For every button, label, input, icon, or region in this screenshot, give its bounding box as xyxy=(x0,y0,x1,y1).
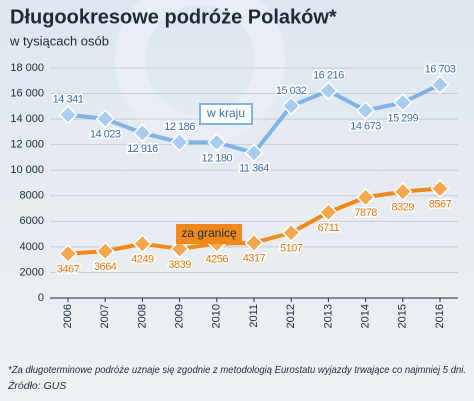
data-label: 15 032 xyxy=(276,85,307,97)
data-label: 3839 xyxy=(168,259,191,271)
point-marker xyxy=(244,233,264,253)
y-tick-label: 2000 xyxy=(20,266,44,278)
y-tick-label: 18 000 xyxy=(10,62,44,74)
x-tick-label: 2011 xyxy=(248,304,260,328)
source: Źródło: GUS xyxy=(7,379,66,392)
data-label: 14 023 xyxy=(90,129,121,141)
data-label: 4256 xyxy=(206,254,229,266)
data-label: 12 180 xyxy=(201,152,232,164)
y-tick-label: 12 000 xyxy=(10,139,44,151)
point-marker xyxy=(95,241,115,261)
point-marker xyxy=(318,202,338,222)
data-label: 14 341 xyxy=(53,94,84,106)
data-label: 12 186 xyxy=(164,121,195,133)
data-label: 12 916 xyxy=(127,143,158,155)
point-marker xyxy=(170,132,190,152)
point-marker xyxy=(318,81,338,101)
data-label: 4249 xyxy=(131,254,154,266)
y-tick-label: 0 xyxy=(38,292,44,304)
y-tick-label: 6000 xyxy=(20,215,44,227)
x-tick-label: 2016 xyxy=(434,304,446,328)
y-tick-label: 16 000 xyxy=(10,87,44,99)
data-label: 8567 xyxy=(429,198,452,210)
x-tick-label: 2008 xyxy=(136,304,148,328)
point-marker xyxy=(356,187,376,207)
y-tick-label: 8000 xyxy=(20,190,44,202)
legend-label: w kraju xyxy=(206,106,245,120)
point-marker xyxy=(170,239,190,259)
point-marker xyxy=(58,244,78,264)
point-marker xyxy=(132,123,152,143)
point-marker xyxy=(281,96,301,116)
data-label: 16 703 xyxy=(425,63,456,75)
data-label: 3664 xyxy=(94,261,117,273)
footnote: *Za długoterminowe podróże uznaje się zg… xyxy=(8,364,466,376)
point-marker xyxy=(58,105,78,125)
point-marker xyxy=(430,178,450,199)
chart-title: Długookresowe podróże Polaków* xyxy=(10,6,337,28)
point-marker xyxy=(393,92,413,113)
x-tick-label: 2015 xyxy=(397,304,409,328)
data-label: 6711 xyxy=(318,222,340,234)
data-label: 8329 xyxy=(392,201,415,213)
x-tick-label: 2012 xyxy=(285,304,297,328)
x-tick-label: 2007 xyxy=(99,304,111,328)
chart-subtitle: w tysiącach osób xyxy=(9,33,109,48)
point-marker xyxy=(207,132,227,152)
data-label: 7878 xyxy=(354,207,377,219)
point-marker xyxy=(95,109,115,129)
data-label: 3467 xyxy=(57,264,80,276)
x-tick-label: 2010 xyxy=(211,304,223,328)
x-tick-label: 2013 xyxy=(322,304,334,328)
legend-box xyxy=(176,224,242,244)
point-marker xyxy=(393,182,413,202)
y-tick-label: 14 000 xyxy=(10,113,44,125)
point-marker xyxy=(281,223,301,243)
x-tick-label: 2006 xyxy=(62,304,74,328)
data-label: 11 364 xyxy=(239,163,269,175)
point-marker xyxy=(356,100,376,121)
data-label: 4317 xyxy=(243,253,266,265)
point-marker xyxy=(244,143,264,163)
y-tick-label: 4000 xyxy=(20,241,44,253)
data-label: 5107 xyxy=(280,243,303,255)
legend-label: za granicę xyxy=(181,226,237,240)
x-tick-label: 2014 xyxy=(360,304,372,328)
point-marker xyxy=(430,75,450,95)
data-label: 16 216 xyxy=(313,70,344,82)
point-marker xyxy=(132,234,152,254)
legend-box xyxy=(199,103,253,125)
x-tick-label: 2009 xyxy=(174,304,186,328)
y-tick-label: 10 000 xyxy=(10,164,44,176)
data-label: 15 299 xyxy=(387,112,418,124)
data-label: 14 673 xyxy=(350,120,381,132)
watermark xyxy=(115,0,285,145)
